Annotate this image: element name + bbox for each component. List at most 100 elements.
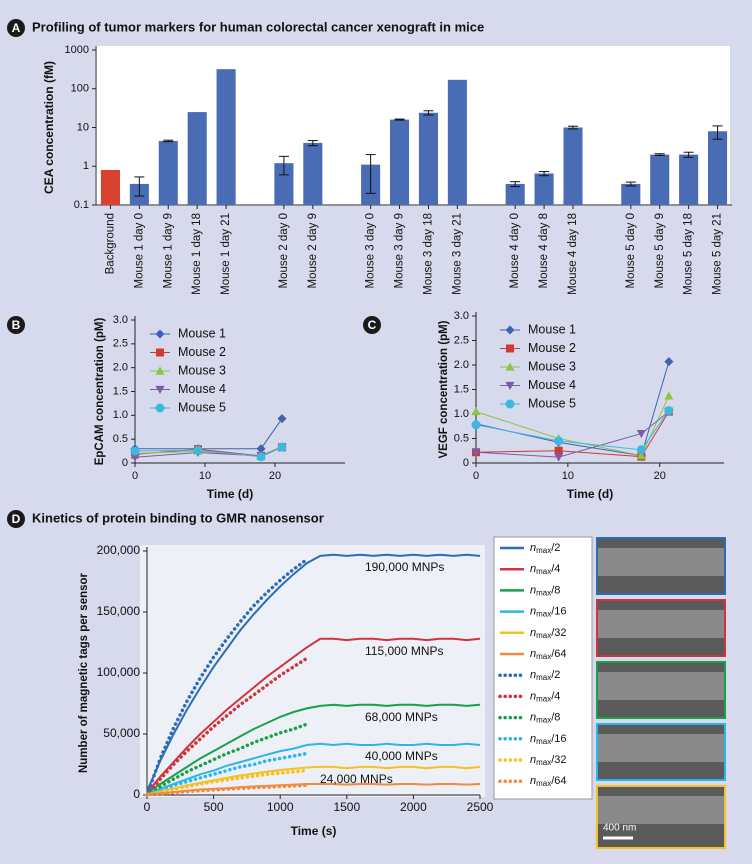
x-tick-label: Mouse 5 day 9: [654, 213, 666, 288]
marker: [471, 420, 481, 430]
x-tick-label: Mouse 2 day 0: [278, 213, 290, 288]
legend-label: Mouse 2: [178, 345, 226, 359]
legend-marker: [505, 381, 515, 390]
x-tick-label: 500: [204, 800, 224, 814]
y-tick-label: 0.5: [113, 433, 128, 445]
y-tick-label: 1.0: [113, 409, 128, 421]
y-tick-label: 10: [77, 121, 89, 133]
x-tick-label: 0: [132, 470, 138, 482]
marker: [664, 406, 674, 416]
y-tick-label: 2.0: [113, 362, 128, 374]
error-bar: [394, 118, 405, 121]
series-line: [145, 751, 309, 797]
x-tick-label: Mouse 1 day 21: [220, 213, 232, 295]
marker: [471, 407, 481, 416]
legend-label: Mouse 3: [178, 363, 226, 377]
legend-label: Mouse 5: [528, 396, 576, 410]
x-tick-label: Mouse 1 day 18: [191, 213, 203, 295]
error-bar: [163, 139, 174, 143]
x-tick-label: 2500: [467, 800, 494, 814]
x-tick-label: Mouse 3 day 9: [394, 213, 406, 288]
x-tick-label: 20: [654, 470, 666, 482]
bar: [390, 119, 410, 205]
y-tick-label: 100,000: [97, 665, 141, 679]
bar: [100, 170, 120, 205]
x-axis-label: Time (d): [207, 487, 253, 501]
marker: [554, 453, 564, 462]
y-tick-label: 200,000: [97, 543, 141, 557]
y-tick-label: 0.1: [74, 199, 89, 211]
x-tick-label: Mouse 3 day 0: [365, 213, 377, 288]
legend-marker: [155, 366, 165, 375]
series-line: [146, 742, 481, 795]
sem-track: [598, 796, 724, 824]
series-line: [145, 656, 309, 797]
legend-label: nmax/2: [530, 542, 560, 555]
x-tick-label: 2000: [400, 800, 427, 814]
bar: [303, 142, 323, 205]
y-tick-label: 2.5: [454, 334, 469, 346]
panel-badge: [363, 316, 381, 334]
legend-label: Mouse 4: [178, 382, 226, 396]
x-tick-label: Mouse 1 day 0: [133, 213, 145, 288]
series-line: [146, 553, 481, 792]
series-line: [475, 410, 670, 451]
sem-images: 400 nm: [596, 537, 726, 849]
legend-label: Mouse 1: [178, 326, 226, 340]
bar: [274, 163, 294, 205]
legend-label: nmax/32: [530, 627, 567, 640]
series-line: [145, 768, 309, 797]
bar: [534, 173, 554, 205]
marker: [256, 444, 266, 454]
legend-marker: [155, 385, 165, 394]
x-axis-label: Time (s): [291, 824, 337, 838]
legend-marker: [155, 329, 165, 339]
panel-title: Kinetics of protein binding to GMR nanos…: [32, 510, 324, 525]
bar: [563, 127, 583, 205]
y-tick-label: 50,000: [103, 726, 140, 740]
bar: [418, 112, 438, 205]
y-tick-label: 1: [83, 160, 89, 172]
legend-marker: [155, 403, 165, 413]
x-tick-label: 10: [199, 470, 211, 482]
panel-letter: C: [368, 318, 377, 332]
error-bar: [307, 140, 318, 147]
marker: [130, 446, 140, 456]
x-tick-label: Mouse 3 day 18: [422, 213, 434, 295]
sem-track: [598, 610, 724, 638]
marker: [554, 436, 564, 446]
legend-label: nmax/64: [530, 648, 567, 661]
series-line: [146, 703, 481, 794]
series-line: [135, 418, 283, 450]
y-tick-label: 150,000: [97, 604, 141, 618]
series-line: [145, 722, 309, 797]
bar: [679, 154, 699, 205]
series-line: [145, 557, 309, 797]
error-bar: [423, 110, 434, 116]
marker: [664, 357, 674, 367]
panel-letter: B: [12, 318, 21, 332]
error-bar: [365, 154, 376, 194]
x-tick-label: Mouse 5 day 0: [625, 213, 637, 288]
x-tick-label: Mouse 3 day 21: [451, 213, 463, 295]
y-tick-label: 1.5: [454, 383, 469, 395]
error-bar: [568, 125, 578, 130]
x-tick-label: Mouse 5 day 21: [712, 213, 724, 295]
legend-label: nmax/16: [530, 606, 567, 619]
panel-badge: [7, 19, 25, 37]
y-tick-label: 0: [122, 457, 128, 469]
error-bar: [539, 171, 550, 177]
marker: [636, 445, 646, 455]
error-bar: [654, 153, 665, 156]
marker: [277, 414, 287, 424]
series-line: [146, 637, 481, 794]
bar: [650, 154, 670, 205]
series-line: [475, 411, 670, 458]
error-bar: [625, 181, 636, 187]
legend-label: Mouse 5: [178, 400, 226, 414]
y-tick-label: 1.0: [454, 408, 469, 420]
sem-track: [598, 672, 724, 700]
legend-marker: [156, 348, 164, 357]
